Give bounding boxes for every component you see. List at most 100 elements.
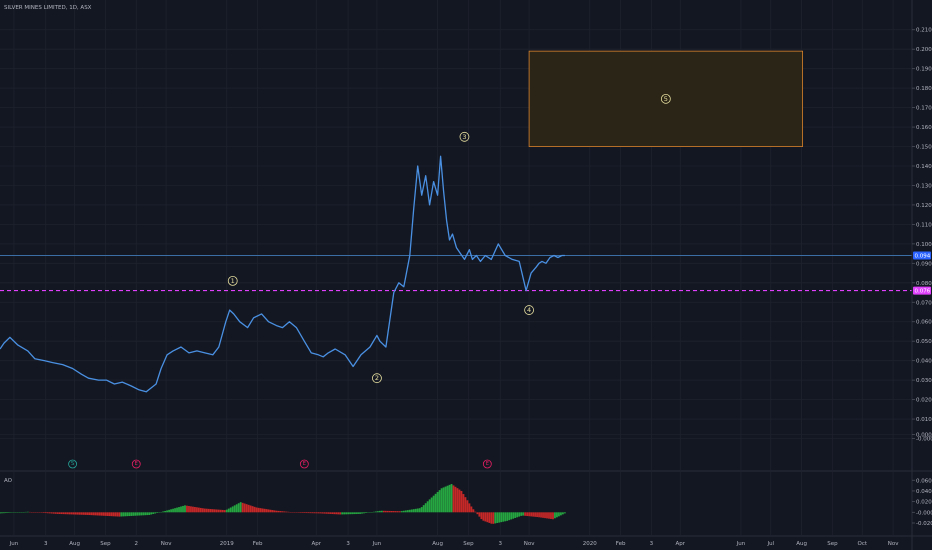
ao-bar [365, 512, 367, 513]
ao-bar [484, 512, 487, 522]
ao-bar [221, 509, 224, 513]
ao-bar [166, 510, 168, 513]
ao-bar [5, 512, 7, 514]
ao-bar [558, 512, 560, 517]
ao-bar [66, 512, 69, 515]
ao-bar [273, 510, 276, 513]
ao-bar [178, 507, 180, 513]
ao-bar [110, 512, 113, 517]
ao-bar [164, 510, 166, 513]
price-tick-label: 0.050 [916, 339, 932, 345]
time-tick-label: Aug [796, 541, 807, 547]
ao-bar [319, 512, 322, 514]
ao-bar [108, 512, 111, 517]
price-tag-background [913, 251, 931, 260]
ao-bar [92, 512, 95, 516]
ao-bar [375, 511, 377, 513]
ao-bar [508, 512, 511, 521]
ao-bar [247, 504, 250, 513]
wave-label: 2 [375, 374, 379, 382]
chart-title: SILVER MINES LIMITED, 1D, ASX [4, 5, 92, 11]
ao-bar [112, 512, 115, 517]
ao-bar [315, 512, 318, 514]
ao-bar [502, 512, 505, 522]
ao-bar [271, 510, 274, 513]
ao-bar [524, 512, 527, 516]
ao-bar [162, 511, 165, 513]
ao-bar [186, 505, 188, 513]
ao-bar [347, 512, 349, 515]
ao-bar [213, 509, 216, 513]
ao-bar [104, 512, 107, 516]
ao-bar [416, 508, 419, 513]
ao-bar [420, 507, 423, 513]
event-marker-label: E [303, 461, 306, 467]
ao-bar [438, 490, 441, 513]
price-tick-label: 0.170 [916, 106, 932, 112]
ao-bar [70, 512, 73, 515]
ao-bar [86, 512, 89, 515]
ao-bar [377, 511, 379, 513]
ao-tick-label: 0.020 [916, 500, 932, 506]
ao-bar [522, 512, 525, 516]
time-tick-label: 2 [135, 541, 139, 547]
ao-bar [460, 490, 463, 513]
ao-bar [241, 502, 244, 513]
price-tick-label: 0.010 [916, 417, 932, 423]
ao-bar [351, 512, 353, 515]
ao-bar [516, 512, 519, 518]
ao-bar [422, 505, 425, 513]
ao-bar [152, 512, 155, 514]
ao-bar [560, 512, 562, 516]
ao-histogram [0, 484, 566, 524]
price-tag-label: 0.094 [915, 254, 931, 260]
ao-bar [528, 512, 530, 517]
ao-bar [283, 511, 286, 513]
ao-bar [512, 512, 515, 519]
ao-bar [341, 512, 344, 515]
time-tick-label: Nov [888, 541, 899, 547]
ao-bar [265, 509, 268, 513]
price-tick-label: 0.100 [916, 242, 932, 248]
ao-bar [82, 512, 85, 515]
ao-bar [392, 511, 395, 513]
ao-bar [124, 512, 127, 517]
ao-bar [355, 512, 357, 515]
ao-bar [386, 510, 389, 513]
ao-bar [504, 512, 507, 522]
ao-bar [176, 507, 178, 513]
time-tick-label: 3 [499, 541, 503, 547]
time-tick-label: Jun [9, 541, 19, 547]
price-tick-label: 0.210 [916, 28, 932, 34]
wave-circle [372, 373, 382, 384]
ao-bar [520, 512, 523, 516]
price-tick-label: 0.020 [916, 398, 932, 404]
ao-bar [410, 509, 413, 513]
time-tick-label: Feb [616, 541, 626, 547]
ao-bar [146, 512, 149, 516]
ao-bar [134, 512, 137, 516]
price-series-line [0, 155, 565, 393]
time-tick-label: Sep [827, 541, 838, 547]
ao-bar [207, 508, 210, 513]
ao-bar [211, 509, 214, 513]
ao-bar [303, 512, 306, 513]
time-axis: Jun 3 Aug Sep 2 Nov 2019 Feb Apr 3 Jun Aug Sep 3 Nov 20… [9, 541, 900, 547]
ao-bar [546, 512, 548, 519]
support-price-tag: 0.076 [913, 286, 931, 295]
ao-bar [311, 512, 314, 514]
ao-bar [180, 506, 182, 513]
event-marker-label: S [71, 461, 74, 467]
time-tick-label: Oct [858, 541, 868, 547]
ao-bar [257, 507, 260, 513]
ao-bar [174, 508, 176, 513]
ao-bar [430, 497, 433, 513]
ao-bar [269, 509, 272, 513]
event-marker-circle [68, 459, 78, 469]
ao-bar [554, 512, 556, 519]
ao-bar [476, 512, 479, 515]
ao-bar [60, 512, 63, 515]
price-tick-label: 0.060 [916, 320, 932, 326]
ao-bar [498, 512, 501, 523]
ao-bar [88, 512, 91, 516]
